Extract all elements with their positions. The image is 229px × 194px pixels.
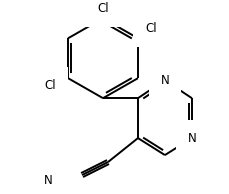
Text: N: N: [187, 132, 195, 145]
Text: N: N: [160, 74, 169, 87]
Text: Cl: Cl: [144, 22, 156, 35]
Text: Cl: Cl: [97, 2, 108, 15]
Text: N: N: [44, 173, 52, 186]
Text: Cl: Cl: [44, 79, 56, 92]
